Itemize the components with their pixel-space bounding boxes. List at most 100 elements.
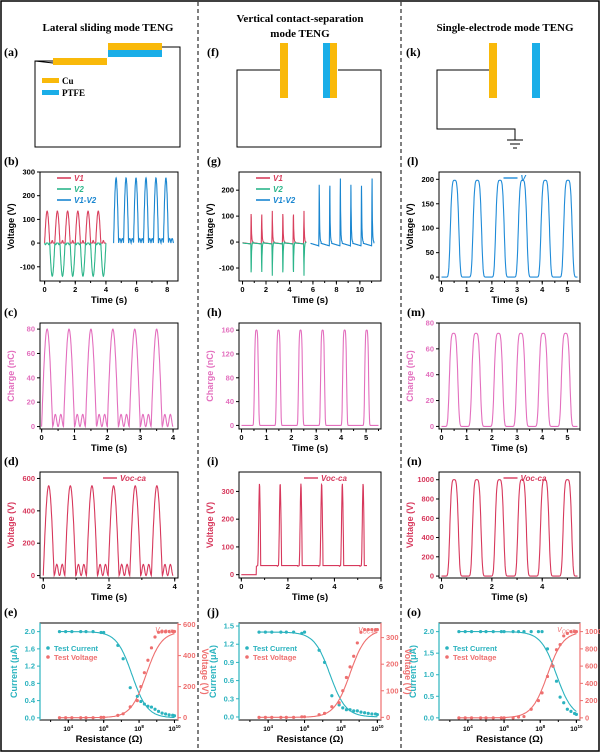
panel-label: (c): [4, 305, 17, 319]
y-right-tick-label: 400: [183, 651, 196, 660]
voltage-point: [279, 715, 283, 719]
legend-marker-voltage: [245, 655, 249, 659]
current-point: [142, 702, 146, 706]
series-line-charge: [441, 332, 578, 427]
voltage-point: [536, 699, 541, 703]
y-right-tick-label: 200: [585, 696, 598, 705]
current-point: [128, 686, 132, 690]
current-point: [502, 630, 506, 634]
legend-label-voltage: Test Voltage: [453, 653, 496, 662]
y-axis-label: Current (μA): [208, 645, 218, 698]
current-point: [139, 699, 143, 704]
y-axis-label: Voltage (V): [405, 203, 415, 249]
y-tick-label: 200: [421, 552, 434, 561]
diagram-lateral: (a) Cu PTFE: [4, 43, 181, 148]
current-fit-line: [59, 631, 175, 719]
cu-electrode-bottom: [53, 58, 107, 65]
y-tick-label: 0: [430, 572, 434, 581]
legend-marker-current: [445, 646, 449, 650]
voltage-point: [149, 646, 154, 650]
current-point: [516, 630, 521, 634]
panel-label: (i): [207, 454, 218, 468]
x-axis-label: Time (s): [491, 592, 527, 603]
current-point: [491, 630, 495, 634]
y-tick-label: 0.9: [224, 658, 234, 667]
voltage-point: [164, 629, 168, 634]
annotation-voc-ir: VOC-IR: [557, 627, 576, 636]
voltage-point: [70, 716, 74, 720]
y-tick-label: 80: [226, 373, 234, 382]
x-tick-exponent: 10: [378, 724, 384, 729]
x-tick-label: 4: [540, 582, 545, 591]
annotation-voc-ir: VOC-IR: [358, 627, 377, 636]
y-axis-label: Charge (nC): [6, 350, 16, 402]
current-point: [64, 630, 68, 634]
current-point: [257, 630, 261, 634]
annotation-subscript: OC-IR: [562, 630, 577, 636]
column-title-vertical-line1: Vertical contact-separation: [237, 13, 364, 25]
x-axis-label: Resistance (Ω): [76, 734, 143, 745]
current-point: [565, 707, 569, 711]
y-tick-label: 200: [421, 175, 434, 184]
voltage-point: [522, 714, 526, 719]
cu-electrode-left: [280, 43, 288, 98]
y-tick-label: 0.0: [224, 712, 234, 721]
x-tick-label: 2: [264, 285, 268, 294]
cu-electrode: [489, 43, 497, 98]
x-tick-label: 106: [99, 724, 109, 733]
voltage-point: [363, 628, 367, 632]
current-point: [270, 630, 274, 634]
current-point: [522, 630, 526, 634]
circuit-wire: [436, 69, 516, 140]
y-tick-label: 120: [221, 349, 234, 358]
x-tick-label: 1010: [570, 724, 583, 733]
panel-label: (n): [407, 454, 422, 468]
voltage-point: [337, 701, 341, 705]
current-point: [529, 630, 533, 634]
legend-label: V: [521, 174, 527, 183]
y-tick-label: 0: [230, 421, 234, 430]
x-tick-label: 0: [41, 582, 45, 591]
x-tick-label: 1: [72, 433, 76, 442]
panel-label: (o): [407, 605, 421, 619]
chart-panel-c: (c) 0 20 40 60 80 Charge (nC) 0 1 2 3 4 Time (s): [4, 305, 179, 454]
voltage-point: [540, 691, 544, 695]
x-tick-label: 106: [499, 724, 509, 733]
voltage-point: [135, 699, 139, 703]
chart-panel-d: (d) 0 200 400 600 Voltage (V) 0 2 4 Time (s) Voc-c…: [4, 454, 179, 603]
series-line-v1-v2: [310, 178, 375, 248]
panel-label: (j): [207, 605, 219, 619]
y-tick-label: 0: [31, 239, 35, 248]
current-point: [79, 630, 83, 634]
y-axis-label: Current (μA): [408, 645, 418, 698]
current-point: [172, 714, 177, 718]
x-tick-label: 8: [334, 285, 338, 294]
x-tick-label: 0: [239, 433, 243, 442]
plot-frame: [39, 322, 179, 430]
voltage-point: [160, 629, 164, 634]
current-point: [536, 630, 541, 634]
x-axis-label: Time (s): [91, 443, 127, 454]
x-tick-label: 8: [165, 285, 169, 294]
y-axis-label: Voltage (V): [6, 502, 16, 548]
panel-label: (g): [207, 154, 221, 168]
annotation-subscript: OC-IR: [363, 630, 378, 636]
series-line-v2: [44, 241, 107, 278]
y-tick-label: 800: [421, 494, 434, 503]
y-tick-label: 1.2: [25, 662, 35, 671]
x-tick-label: 2: [286, 582, 290, 591]
voltage-point: [545, 674, 550, 679]
series-line-v: [441, 179, 578, 278]
x-tick-exponent: 6: [307, 724, 310, 729]
x-tick-exponent: 8: [343, 724, 346, 729]
x-tick-label: 2: [289, 433, 293, 442]
y-tick-label: 200: [22, 191, 35, 200]
series-line-charge: [241, 329, 379, 426]
y-right-tick-label: 600: [585, 662, 598, 671]
x-tick-label: 4: [540, 285, 545, 294]
x-tick-exponent: 4: [270, 724, 273, 729]
x-tick-label: 0: [239, 582, 243, 591]
column-title-lateral: Lateral sliding mode TENG: [43, 22, 174, 34]
current-point: [554, 679, 559, 683]
